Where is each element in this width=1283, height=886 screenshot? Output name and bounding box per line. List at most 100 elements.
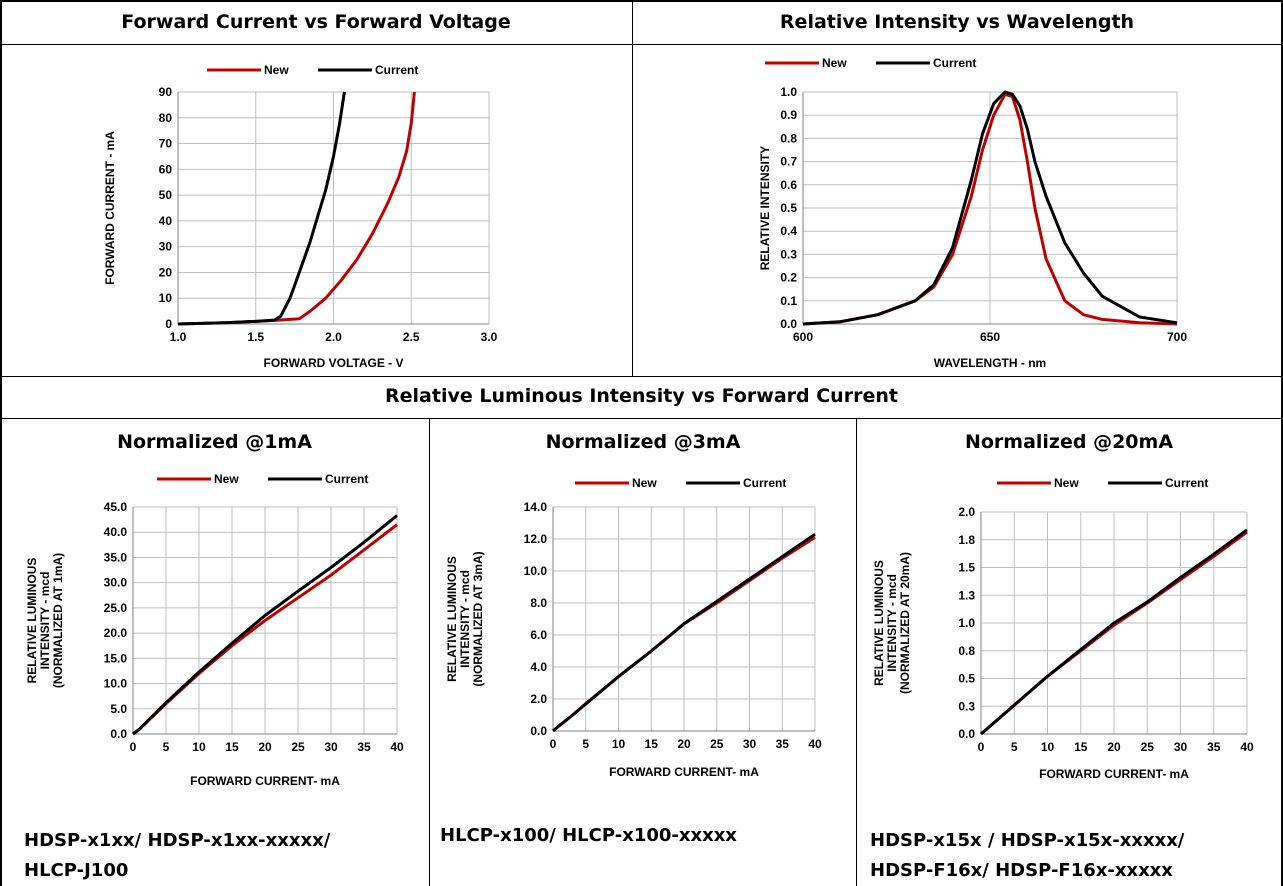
part-numbers-line: HDSP-x1xx/ HDSP-x1xx-xxxxx/	[24, 826, 330, 856]
y-tick-label: 0.3	[780, 247, 797, 261]
x-tick-label: 2.5	[403, 330, 420, 344]
table-row-divider-2	[0, 376, 1283, 377]
y-axis-label: (NORMALIZED AT 3mA)	[471, 551, 485, 686]
x-tick-label: 10	[1041, 740, 1055, 754]
section-title-relative-intensity: Relative Intensity vs Wavelength	[633, 11, 1281, 33]
y-tick-label: 0.7	[780, 155, 797, 169]
x-tick-label: 1.0	[170, 330, 187, 344]
y-axis-label: RELATIVE INTENSITY	[758, 146, 772, 270]
y-axis-label: INTENSITY - mcd	[458, 570, 472, 668]
x-tick-label: 30	[743, 737, 757, 751]
x-axis-label: WAVELENGTH - nm	[934, 356, 1046, 370]
chart-relative-intensity-vs-wavelength: 0.0 0.1 0.2 0.3 0.4 0.5 0.6 0.7 0.8 0.9 1.0 600 650 7…	[633, 45, 1281, 376]
y-tick-label: 6.0	[530, 628, 547, 642]
chart-luminous-intensity-3ma: 0.02.04.06.08.010.012.014.00 5 10 15 20 25 30 3…	[430, 460, 856, 800]
x-tick-label: 40	[808, 737, 822, 751]
y-axis-label: RELATIVE LUMINOUS	[872, 560, 886, 686]
y-tick-label: 12.0	[524, 532, 548, 546]
y-axis-label: (NORMALIZED AT 1mA)	[51, 553, 65, 688]
table-border-top	[0, 0, 1283, 2]
section-title-luminous-intensity: Relative Luminous Intensity vs Forward C…	[0, 385, 1283, 407]
legend-label-new: New	[264, 63, 289, 77]
y-tick-label: 10.0	[524, 564, 548, 578]
x-tick-label: 40	[1240, 740, 1254, 754]
x-tick-label: 15	[225, 740, 239, 754]
x-tick-label: 20	[258, 740, 272, 754]
y-tick-label: 1.5	[958, 561, 975, 575]
y-axis-label: (NORMALIZED AT 20mA)	[898, 552, 912, 694]
part-numbers-line: HDSP-F16x/ HDSP-F16x-xxxxx	[870, 856, 1184, 886]
x-tick-label: 2.0	[325, 330, 342, 344]
y-tick-label: 60	[159, 162, 173, 176]
x-tick-label: 0	[130, 740, 137, 754]
y-axis-label: RELATIVE LUMINOUS	[445, 556, 459, 682]
y-tick-label: 40.0	[104, 525, 128, 539]
y-tick-label: 0	[165, 317, 172, 331]
panel-title-20ma: Normalized @20mA	[857, 431, 1281, 453]
y-tick-label: 0.8	[958, 644, 975, 658]
x-tick-label: 40	[390, 740, 404, 754]
y-axis-label: FORWARD CURRENT - mA	[103, 131, 117, 285]
y-tick-label: 20	[159, 265, 173, 279]
y-tick-label: 0.6	[780, 178, 797, 192]
part-numbers-1ma: HDSP-x1xx/ HDSP-x1xx-xxxxx/ HLCP-J100	[24, 826, 330, 886]
y-axis-label: RELATIVE LUMINOUS	[25, 558, 39, 684]
y-tick-label: 8.0	[530, 596, 547, 610]
x-tick-label: 700	[1167, 330, 1187, 344]
y-tick-label: 1.3	[958, 588, 975, 602]
legend-label-new: New	[1054, 476, 1079, 490]
y-tick-label: 80	[159, 111, 173, 125]
x-tick-label: 3.0	[481, 330, 498, 344]
x-tick-label: 15	[1074, 740, 1088, 754]
y-tick-label: 0.8	[780, 131, 797, 145]
y-tick-label: 0.3	[958, 699, 975, 713]
y-tick-label: 5.0	[110, 702, 127, 716]
y-tick-label: 0.4	[780, 224, 797, 238]
x-tick-label: 0	[978, 740, 985, 754]
y-tick-label: 30	[159, 240, 173, 254]
y-tick-label: 10	[159, 291, 173, 305]
x-axis-label: FORWARD CURRENT- mA	[609, 765, 759, 779]
x-tick-label: 5	[1011, 740, 1018, 754]
y-tick-label: 0.9	[780, 108, 797, 122]
x-tick-label: 35	[357, 740, 371, 754]
y-tick-label: 4.0	[530, 660, 547, 674]
y-tick-label: 45.0	[104, 500, 128, 514]
x-tick-label: 5	[163, 740, 170, 754]
x-tick-label: 20	[677, 737, 691, 751]
y-tick-label: 35.0	[104, 550, 128, 564]
y-tick-label: 20.0	[104, 626, 128, 640]
y-tick-label: 1.8	[958, 533, 975, 547]
chart-luminous-intensity-1ma: 0.0 5.0 10.0 15.0 20.0 25.0 30.0 35.0 40.0 45.0 0 5…	[2, 460, 429, 800]
y-tick-label: 0.0	[530, 724, 547, 738]
y-tick-label: 70	[159, 137, 173, 151]
y-tick-label: 0.0	[110, 727, 127, 741]
x-tick-label: 30	[1174, 740, 1188, 754]
y-axis-label: INTENSITY - mcd	[38, 572, 52, 670]
y-tick-label: 0.5	[958, 672, 975, 686]
y-tick-label: 0.0	[958, 727, 975, 741]
x-tick-label: 5	[582, 737, 589, 751]
x-axis-label: FORWARD CURRENT- mA	[1039, 767, 1189, 781]
y-tick-label: 40	[159, 214, 173, 228]
legend-label-current: Current	[743, 476, 786, 490]
y-tick-label: 2.0	[958, 505, 975, 519]
panel-title-3ma: Normalized @3mA	[430, 431, 856, 453]
legend-label-new: New	[822, 56, 847, 70]
series-line-current	[178, 92, 344, 324]
x-tick-label: 15	[645, 737, 659, 751]
y-axis-label: INTENSITY - mcd	[885, 574, 899, 672]
y-tick-label: 0.5	[780, 201, 797, 215]
part-numbers-line: HLCP-x100/ HLCP-x100-xxxxx	[440, 821, 737, 851]
table-row-divider-3	[0, 418, 1283, 419]
part-numbers-3ma: HLCP-x100/ HLCP-x100-xxxxx	[440, 821, 737, 851]
series-line-new	[178, 92, 414, 324]
y-tick-label: 0.0	[780, 317, 797, 331]
chart-luminous-intensity-20ma: 0.00.30.50.81.01.31.51.82.00 5 10 15 20 25 30 3…	[857, 460, 1281, 800]
y-tick-label: 0.2	[780, 271, 797, 285]
y-tick-label: 0.1	[780, 294, 797, 308]
x-tick-label: 600	[793, 330, 813, 344]
x-tick-label: 650	[980, 330, 1000, 344]
x-tick-label: 25	[710, 737, 724, 751]
y-tick-label: 30.0	[104, 576, 128, 590]
